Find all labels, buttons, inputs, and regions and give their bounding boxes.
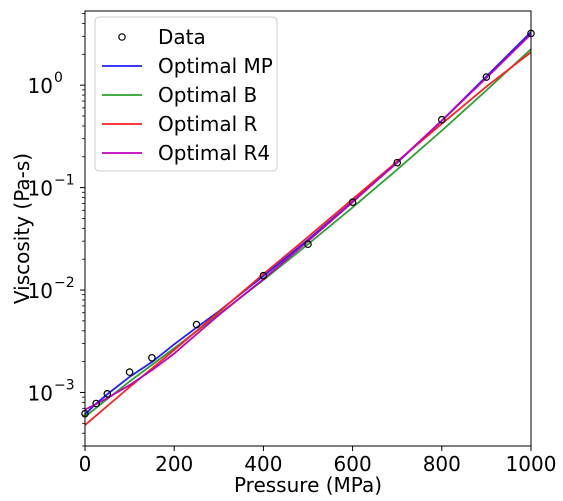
x-axis: 0 200 400 600 800 1000 (79, 446, 557, 476)
legend: Data Optimal MP Optimal B Optimal R Optimal … (94, 16, 278, 172)
y-axis-label: Viscosity (Pa-s) (10, 153, 34, 304)
y-tick-exponent: 0 (54, 70, 63, 86)
y-tick-label: 10 (28, 279, 53, 303)
y-tick-exponent: −2 (54, 275, 75, 291)
data-point (103, 390, 112, 398)
series-line-optimal-r (85, 51, 531, 426)
y-tick-exponent: −3 (54, 377, 75, 393)
data-point (304, 240, 312, 249)
data-point (437, 115, 446, 124)
y-tick-label: 10 (28, 381, 53, 405)
legend-box (94, 16, 278, 172)
legend-label: Optimal MP (158, 54, 273, 78)
legend-label: Optimal B (158, 83, 257, 107)
data-point (482, 73, 491, 81)
x-tick-label: 800 (423, 452, 461, 476)
x-tick-label: 1000 (506, 452, 557, 476)
data-point (148, 353, 156, 362)
legend-label: Data (158, 25, 206, 49)
y-tick-exponent: −1 (54, 173, 75, 189)
x-tick-label: 600 (334, 452, 372, 476)
legend-label: Optimal R (158, 112, 257, 136)
data-point (348, 198, 357, 207)
series-line-optimal-b (85, 48, 531, 418)
y-tick-label: 10 (28, 74, 53, 98)
x-tick-label: 200 (155, 452, 193, 476)
data-point (192, 320, 201, 329)
x-tick-label: 0 (79, 452, 92, 476)
legend-label: Optimal R4 (158, 141, 270, 165)
data-point (259, 271, 268, 280)
data-point (92, 399, 100, 408)
data-point (393, 158, 402, 167)
y-tick-label: 10 (28, 177, 53, 201)
legend-marker (118, 33, 126, 41)
data-point (125, 368, 134, 376)
x-axis-label: Pressure (MPa) (234, 473, 382, 497)
x-tick-label: 400 (244, 452, 282, 476)
series-line-optimal-r4 (85, 33, 531, 411)
